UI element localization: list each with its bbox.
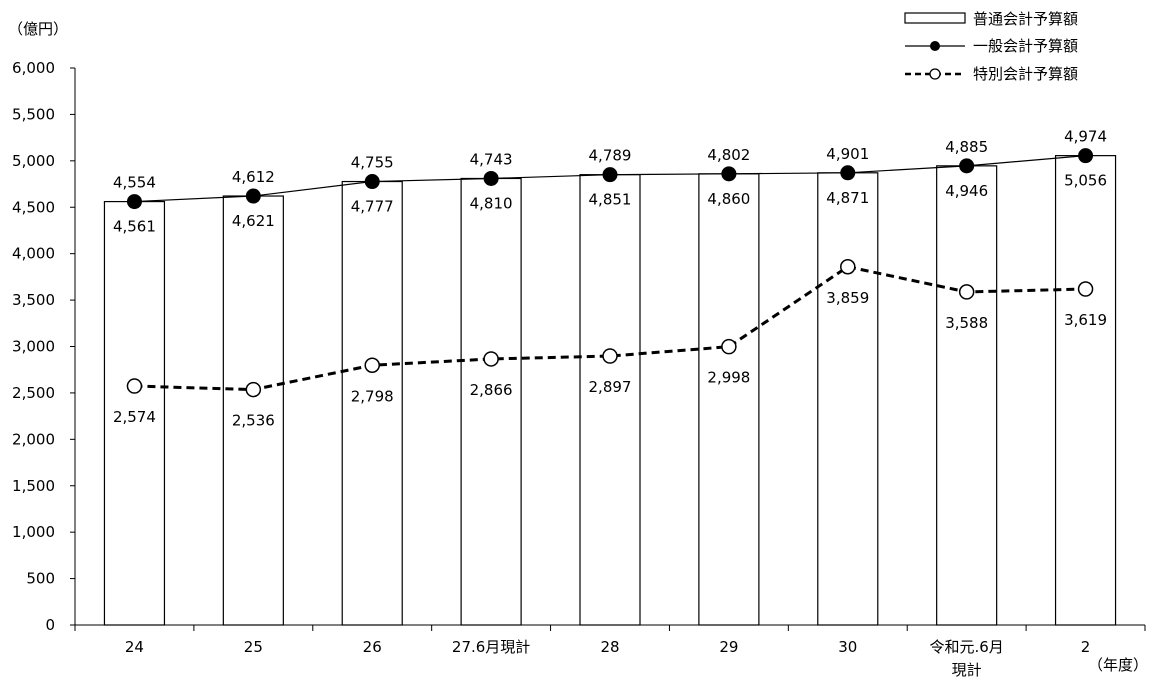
line-series-special <box>134 265 1086 392</box>
bar <box>103 200 166 626</box>
bar <box>698 173 760 626</box>
x-tick-label: 24 <box>125 638 144 656</box>
data-label-general: 4,789 <box>589 147 632 165</box>
data-label-special: 3,588 <box>945 314 988 332</box>
y-unit-label: （億円） <box>8 20 68 38</box>
bar <box>222 195 284 626</box>
y-tick-label: 0 <box>45 616 55 634</box>
y-tick-label: 1,500 <box>12 477 55 495</box>
point-general <box>840 165 856 181</box>
y-tick-label: 6,000 <box>12 59 55 77</box>
data-label-general: 4,612 <box>232 168 275 186</box>
data-label-special: 2,998 <box>707 369 750 387</box>
data-label-ordinary: 4,561 <box>113 218 156 236</box>
point-general <box>602 167 618 183</box>
point-special <box>602 348 618 364</box>
line-layer <box>126 148 1094 398</box>
y-tick-label: 4,500 <box>12 198 55 216</box>
y-tick-label: 1,000 <box>12 523 55 541</box>
legend-marker-general <box>930 41 940 51</box>
point-special <box>245 381 262 398</box>
x-tick-label: 2 <box>1081 638 1091 656</box>
bar <box>1054 155 1117 626</box>
y-tick-label: 4,000 <box>12 245 55 263</box>
data-label-special: 2,536 <box>232 412 275 430</box>
data-label-general: 4,885 <box>945 138 988 156</box>
point-general <box>126 194 142 210</box>
x-tick-label: 28 <box>600 638 619 656</box>
data-label-general: 4,743 <box>470 150 513 168</box>
data-label-special: 2,574 <box>113 408 156 426</box>
x-unit-label: （年度） <box>1088 656 1148 674</box>
data-label-ordinary: 5,056 <box>1064 172 1107 190</box>
data-label-general: 4,974 <box>1064 128 1107 146</box>
legend-swatch-ordinary <box>904 12 966 24</box>
point-special <box>958 284 975 300</box>
data-label-ordinary: 4,946 <box>945 182 988 200</box>
bar <box>460 177 522 626</box>
point-general <box>721 166 737 182</box>
legend-label-general: 一般会計予算額 <box>973 37 1078 55</box>
data-label-special: 3,859 <box>826 289 869 307</box>
y-tick-label: 5,000 <box>12 152 55 170</box>
y-tick-label: 3,500 <box>12 291 55 309</box>
point-special <box>483 351 499 367</box>
point-special <box>840 259 856 275</box>
x-tick-label: 27.6月現計 <box>452 638 530 656</box>
x-tick-label: 令和元.6月現計 <box>930 638 1004 679</box>
point-general <box>483 170 499 186</box>
bar-layer <box>103 155 1117 626</box>
data-label-general: 4,802 <box>707 146 750 164</box>
y-tick-label: 3,000 <box>12 338 55 356</box>
bar <box>936 165 998 626</box>
data-label-ordinary: 4,851 <box>589 191 632 209</box>
axes-layer: 0 500 1,000 1,500 2,000 2,500 3,000 3,500 4,000 4… <box>8 20 1148 679</box>
y-tick-label: 5,500 <box>12 105 55 123</box>
point-general <box>1078 148 1094 164</box>
point-general <box>245 188 261 204</box>
point-special <box>1077 281 1094 297</box>
y-tick-label: 2,500 <box>12 384 55 402</box>
point-general <box>959 158 975 174</box>
point-special <box>721 338 737 355</box>
data-label-special: 2,798 <box>351 387 394 405</box>
y-tick-label: 500 <box>26 570 55 588</box>
data-label-special: 2,866 <box>470 381 513 399</box>
x-tick-label: 25 <box>244 638 263 656</box>
bar <box>817 172 879 626</box>
x-tick-label: 29 <box>719 638 738 656</box>
data-label-ordinary: 4,810 <box>470 194 513 212</box>
legend-marker-special <box>929 68 941 80</box>
data-label-special: 3,619 <box>1064 311 1107 329</box>
data-label-ordinary: 4,777 <box>351 198 394 216</box>
x-tick-label: 26 <box>363 638 382 656</box>
data-label-general: 4,901 <box>826 145 869 163</box>
data-label-ordinary: 4,621 <box>232 212 275 230</box>
data-label-general: 4,554 <box>113 174 156 192</box>
data-label-general: 4,755 <box>351 154 394 172</box>
data-label-special: 2,897 <box>589 378 632 396</box>
point-special <box>126 378 143 394</box>
legend-label-special: 特別会計予算額 <box>973 65 1078 83</box>
data-label-ordinary: 4,871 <box>826 189 869 207</box>
bar <box>579 174 641 626</box>
point-general <box>364 174 380 190</box>
label-layer: 4,554 4,612 4,755 4,743 4,789 4,802 4,901 4,885… <box>113 128 1107 430</box>
data-label-ordinary: 4,860 <box>707 190 750 208</box>
x-tick-label: 30 <box>838 638 857 656</box>
y-tick-label: 2,000 <box>12 430 55 448</box>
point-special <box>364 357 380 374</box>
legend-label-ordinary: 普通会計予算額 <box>973 10 1078 28</box>
